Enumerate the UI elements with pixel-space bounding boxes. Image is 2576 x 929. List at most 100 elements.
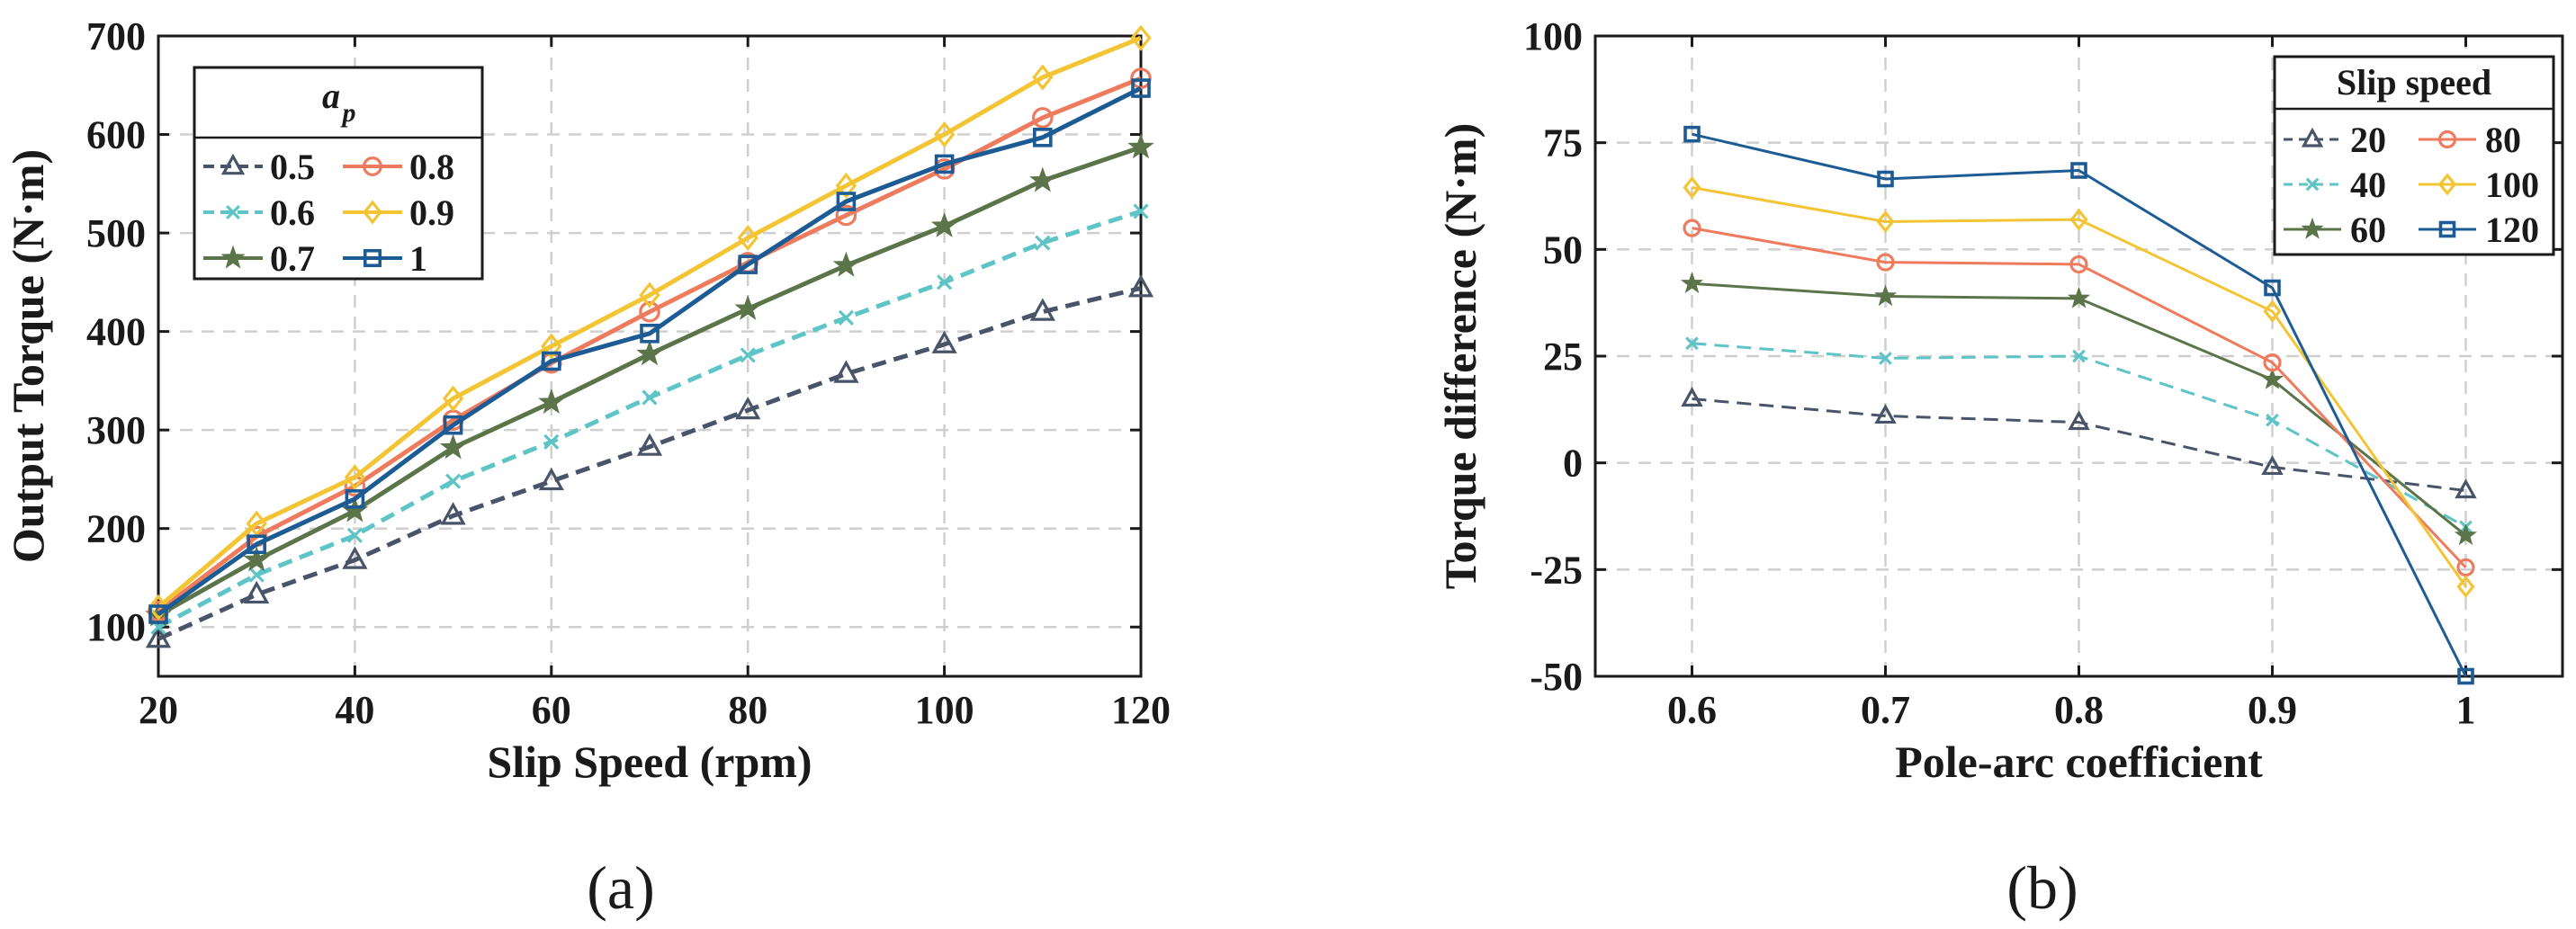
legend: Slip speed 20 80 40 100 60 120 — [2273, 55, 2555, 256]
y-tick-label: 600 — [86, 113, 146, 157]
data-point — [639, 281, 660, 308]
legend-label: 0.8 — [409, 147, 454, 187]
series-40 — [1685, 336, 2473, 534]
legend-label: 20 — [2350, 120, 2386, 160]
legend-marker — [363, 248, 382, 268]
data-point — [439, 433, 467, 460]
data-point — [1874, 404, 1897, 424]
data-point — [933, 121, 956, 148]
data-point — [1130, 67, 1152, 89]
data-point — [541, 333, 562, 360]
data-point — [740, 347, 756, 363]
y-tick-label: 100 — [1523, 14, 1583, 58]
series-line — [1692, 132, 2467, 677]
series-120 — [1683, 125, 2474, 685]
y-tick-label: -25 — [1530, 548, 1583, 592]
data-point — [1130, 24, 1152, 51]
x-tick-label: 0.7 — [1861, 688, 1910, 732]
data-point — [737, 224, 758, 252]
y-tick-label: 0 — [1563, 442, 1583, 486]
data-point — [2067, 286, 2091, 308]
series-line — [1692, 398, 2466, 492]
legend-label: 0.6 — [270, 192, 315, 233]
x-tick-label: 0.9 — [2248, 688, 2297, 732]
data-point — [836, 192, 857, 211]
legend-label: 0.5 — [270, 147, 315, 187]
data-point — [2072, 349, 2086, 363]
data-point — [1873, 284, 1898, 307]
data-point — [248, 567, 265, 583]
x-tick-label: 80 — [728, 688, 767, 732]
legend-marker — [2305, 177, 2320, 192]
legend-label: 60 — [2350, 210, 2386, 250]
data-point — [930, 212, 958, 237]
legend-entry: 0.5 — [203, 147, 315, 187]
y-tick-label: 400 — [86, 310, 146, 354]
data-point — [1035, 235, 1051, 251]
data-point — [2456, 558, 2475, 577]
legend-marker — [363, 156, 382, 176]
data-point — [639, 300, 660, 323]
legend-entry: 0.8 — [343, 147, 454, 187]
data-point — [2263, 299, 2282, 323]
data-point — [2266, 413, 2279, 427]
data-point — [2454, 523, 2478, 546]
legend-entry: 40 — [2284, 165, 2386, 205]
data-point — [1029, 298, 1055, 321]
data-point — [1127, 274, 1154, 298]
legend-title: a — [322, 76, 340, 116]
legend-marker — [363, 200, 382, 225]
y-tick-label: 25 — [1543, 335, 1583, 379]
legend-title-subscript: p — [340, 98, 356, 128]
data-point — [244, 580, 270, 604]
legend-entry: 0.7 — [203, 238, 315, 279]
legend-entry: 0.6 — [203, 192, 315, 233]
legend-entry: 100 — [2419, 165, 2539, 205]
data-point — [832, 251, 860, 277]
legend-box — [2273, 55, 2555, 256]
series-100 — [1683, 175, 2475, 598]
data-point — [541, 351, 561, 371]
x-tick-label: 120 — [1111, 688, 1171, 732]
x-tick-label: 60 — [532, 688, 571, 732]
x-axis-label: Pole-arc coefficient — [1895, 737, 2263, 787]
data-point — [1127, 133, 1154, 159]
x-tick-label: 20 — [139, 688, 178, 732]
legend-label: 120 — [2485, 210, 2539, 250]
data-point — [1029, 166, 1056, 192]
data-point — [642, 389, 658, 406]
y-axis-label: Output Torque (N·m) — [3, 149, 53, 563]
x-tick-label: 1 — [2456, 688, 2476, 732]
data-point — [640, 324, 660, 344]
y-axis-label: Torque difference (N·m) — [1435, 123, 1485, 589]
data-point — [2455, 478, 2477, 499]
legend: a p 0.5 0.8 0.6 0.9 0.7 1 — [193, 66, 484, 281]
data-point — [2264, 279, 2281, 297]
y-tick-label: 200 — [86, 507, 146, 551]
data-point — [246, 510, 267, 537]
panel-label: (a) — [587, 853, 654, 922]
legend-label: 40 — [2350, 165, 2386, 205]
data-point — [346, 527, 363, 543]
series-0-5 — [145, 274, 1154, 648]
plot-frame — [157, 34, 1143, 678]
y-tick-label: 75 — [1543, 121, 1583, 165]
data-point — [1876, 253, 1895, 272]
series-0-6 — [150, 203, 1149, 635]
data-point — [835, 204, 857, 227]
legend-marker — [220, 153, 246, 175]
data-point — [1876, 210, 1895, 234]
legend-label: 80 — [2485, 120, 2521, 160]
legend-label: 0.9 — [409, 192, 454, 233]
data-point — [1683, 125, 1701, 143]
data-point — [342, 546, 368, 569]
data-point — [445, 473, 462, 489]
chart-output-torque: 20 40 60 80 100 120 100 200 300 400 500 600 700 Slip … — [3, 14, 1171, 922]
series-line — [157, 285, 1142, 641]
data-point — [538, 389, 565, 415]
data-point — [1032, 107, 1054, 129]
series-80 — [1683, 219, 2475, 577]
data-point — [738, 255, 758, 274]
data-point — [1033, 128, 1053, 147]
data-point — [243, 546, 270, 572]
